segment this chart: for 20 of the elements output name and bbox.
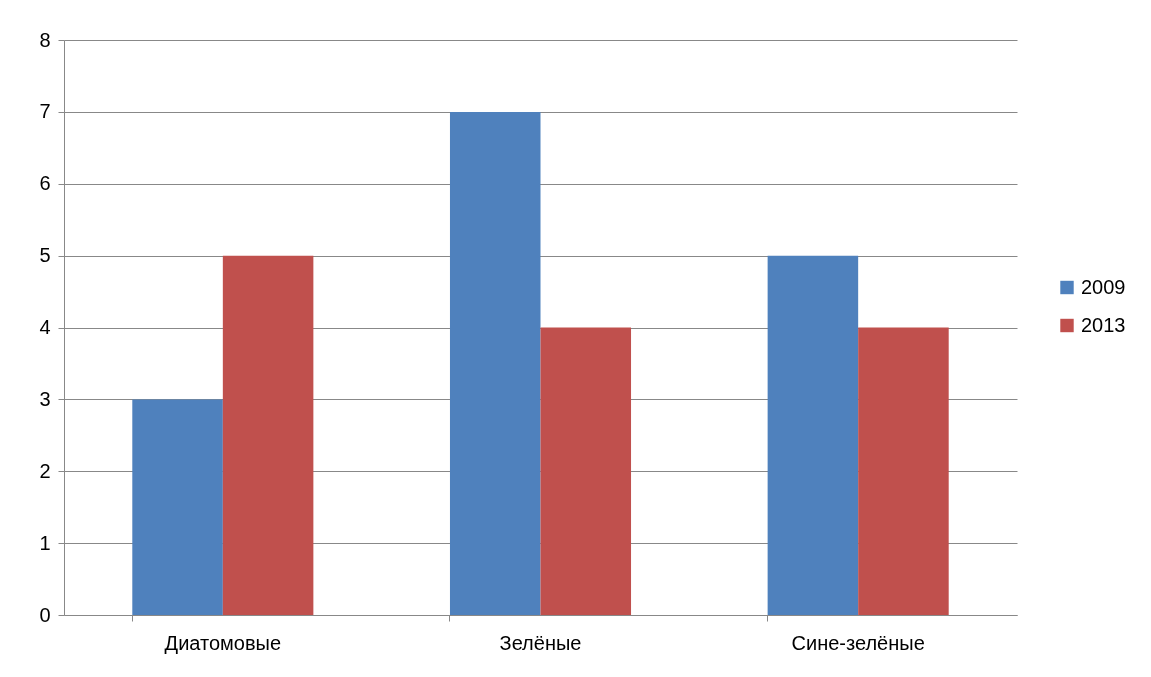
y-tick-label: 8	[39, 28, 51, 51]
x-tick-label: Зелёные	[499, 631, 582, 654]
y-tick-label: 7	[39, 100, 51, 123]
bar	[540, 327, 632, 615]
y-tick-label: 6	[39, 172, 51, 195]
bar	[858, 327, 949, 615]
y-tick-label: 5	[39, 244, 51, 267]
x-tick-label: Сине-зелёные	[791, 631, 925, 654]
y-tick-label: 1	[39, 531, 51, 554]
y-tick-label: 2	[39, 459, 51, 482]
bar	[222, 255, 314, 615]
legend-label: 2009	[1081, 275, 1126, 298]
bar	[767, 255, 859, 615]
y-tick-label: 0	[39, 603, 51, 626]
x-tick-label: Диатомовые	[164, 631, 282, 654]
legend-label: 2013	[1081, 313, 1126, 336]
bar	[449, 111, 541, 615]
bar	[132, 399, 223, 615]
y-tick-label: 3	[39, 387, 51, 410]
y-tick-label: 4	[39, 316, 51, 338]
